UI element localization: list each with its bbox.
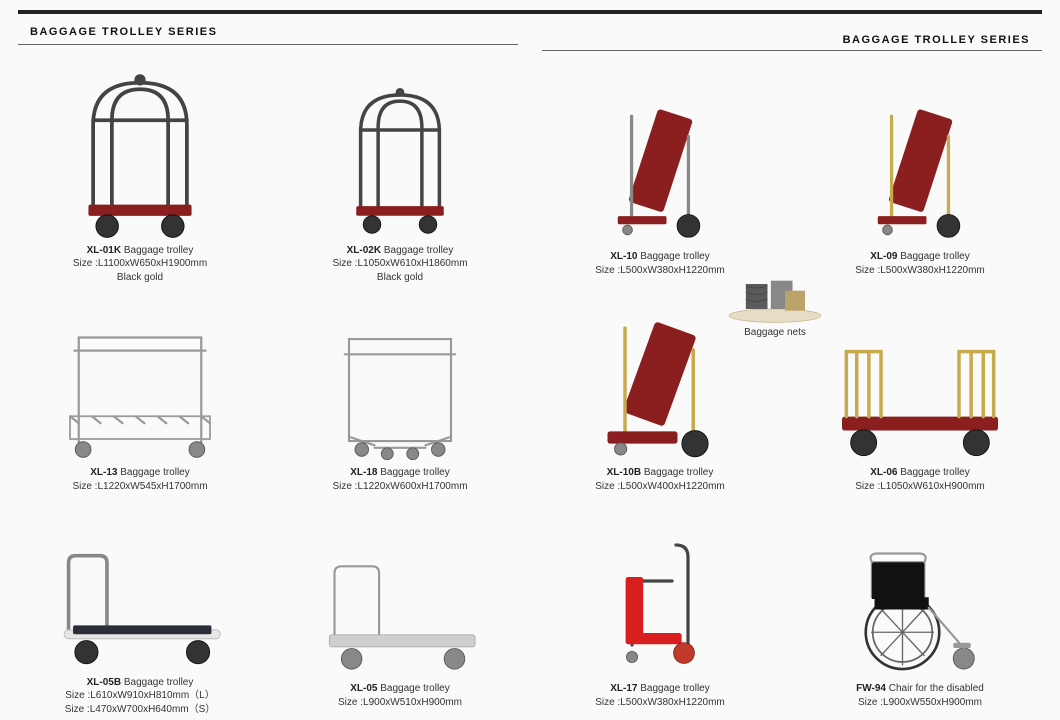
product-cell: XL-13 Baggage trolley Size :L1220xW545xH…: [30, 302, 250, 500]
top-rule: [18, 10, 1042, 14]
product-name: Baggage trolley: [124, 245, 194, 256]
product-image: [290, 518, 510, 676]
birdcage-trolley-icon: [65, 68, 215, 238]
accessory-block: Baggage nets: [700, 274, 850, 338]
inclined-trolley-gold-icon: [855, 94, 985, 244]
model-code: XL-02K: [347, 245, 381, 256]
product-caption: XL-09 Baggage trolley Size :L500xW380xH1…: [855, 250, 985, 284]
catalog-grid: XL-01K Baggage trolley Size :L1100xW650x…: [30, 60, 1030, 716]
product-size: Size :L1220xW600xH1700mm: [332, 481, 467, 492]
product-name: Baggage trolley: [380, 683, 450, 694]
model-code: XL-09: [870, 251, 897, 262]
product-image: [290, 60, 510, 238]
product-extra: Black gold: [117, 272, 163, 283]
flatbed-trolley-blue-icon: [45, 545, 235, 670]
product-name: Baggage trolley: [640, 251, 710, 262]
header-underline-right: [542, 50, 1042, 51]
platform-trolley-gold-icon: [820, 330, 1020, 460]
product-caption: XL-06 Baggage trolley Size :L1050xW610xH…: [855, 466, 985, 500]
product-extra: Black gold: [377, 272, 423, 283]
birdcage-trolley-icon: [330, 78, 470, 238]
product-size: Size :L1050xW610xH1860mm: [332, 258, 467, 269]
model-code: XL-17: [610, 683, 637, 694]
model-code: XL-10B: [607, 467, 641, 478]
header-right: BAGGAGE TROLLEY SERIES: [843, 34, 1030, 46]
product-size: Size :L500xW380xH1220mm: [855, 265, 985, 276]
accessory-label: Baggage nets: [700, 327, 850, 338]
product-extra: Size :L470xW700xH640mm（S）: [65, 704, 216, 715]
product-name: Baggage trolley: [900, 251, 970, 262]
product-caption: XL-02K Baggage trolley Size :L1050xW610x…: [332, 244, 467, 285]
product-cell: XL-10 Baggage trolley Size :L500xW380xH1…: [550, 60, 770, 284]
model-code: FW-94: [856, 683, 886, 694]
product-cell: FW-94 Chair for the disabled Size :L900x…: [810, 518, 1030, 716]
product-image: [290, 302, 510, 460]
product-caption: XL-05 Baggage trolley Size :L900xW510xH9…: [338, 682, 462, 716]
product-name: Baggage trolley: [640, 683, 710, 694]
model-code: XL-10: [610, 251, 637, 262]
product-name: Baggage trolley: [900, 467, 970, 478]
product-image: [30, 60, 250, 238]
product-cell: XL-09 Baggage trolley Size :L500xW380xH1…: [810, 60, 1030, 284]
product-cell: XL-05B Baggage trolley Size :L610xW910xH…: [30, 518, 250, 716]
product-cell: Baggage nets XL-10B Baggage trolley Size…: [550, 302, 770, 500]
product-caption: XL-05B Baggage trolley Size :L610xW910xH…: [65, 676, 216, 717]
product-name: Chair for the disabled: [889, 683, 984, 694]
product-size: Size :L1100xW650xH1900mm: [73, 258, 207, 269]
product-cell: XL-18 Baggage trolley Size :L1220xW600xH…: [290, 302, 510, 500]
product-cell: XL-01K Baggage trolley Size :L1100xW650x…: [30, 60, 250, 284]
flatbed-trolley-steel-icon: [308, 556, 493, 676]
product-caption: XL-18 Baggage trolley Size :L1220xW600xH…: [332, 466, 467, 500]
product-image: [550, 60, 770, 244]
product-caption: XL-10B Baggage trolley Size :L500xW400xH…: [595, 466, 725, 500]
chair-trolley-icon: [600, 526, 720, 676]
product-cell: XL-02K Baggage trolley Size :L1050xW610x…: [290, 60, 510, 284]
product-name: Baggage trolley: [120, 467, 190, 478]
product-name: Baggage trolley: [384, 245, 454, 256]
header-underline-left: [18, 44, 518, 45]
product-name: Baggage trolley: [124, 677, 194, 688]
model-code: XL-06: [870, 467, 897, 478]
rack-trolley-icon: [50, 320, 230, 460]
catalog-content: XL-01K Baggage trolley Size :L1100xW650x…: [30, 60, 1030, 716]
product-size: Size :L610xW910xH810mm（L）: [65, 690, 215, 701]
model-code: XL-01K: [87, 245, 121, 256]
baggage-nets-icon: [720, 274, 830, 324]
product-size: Size :L900xW510xH900mm: [338, 697, 462, 708]
header-left: BAGGAGE TROLLEY SERIES: [30, 26, 217, 38]
product-image: [30, 518, 250, 669]
garment-rack-icon: [315, 320, 485, 460]
product-caption: FW-94 Chair for the disabled Size :L900x…: [856, 682, 984, 716]
product-image: [810, 60, 1030, 244]
product-cell: XL-17 Baggage trolley Size :L500xW380xH1…: [550, 518, 770, 716]
wheelchair-icon: [840, 536, 1000, 676]
product-name: Baggage trolley: [644, 467, 714, 478]
product-size: Size :L900xW550xH900mm: [858, 697, 982, 708]
product-image: [30, 302, 250, 460]
product-caption: XL-13 Baggage trolley Size :L1220xW545xH…: [72, 466, 207, 500]
model-code: XL-13: [90, 467, 117, 478]
product-image: [550, 518, 770, 676]
product-image: [810, 518, 1030, 676]
model-code: XL-05: [350, 683, 377, 694]
product-caption: XL-17 Baggage trolley Size :L500xW380xH1…: [595, 682, 725, 716]
model-code: XL-05B: [87, 677, 121, 688]
product-size: Size :L1050xW610xH900mm: [855, 481, 985, 492]
product-name: Baggage trolley: [380, 467, 450, 478]
inclined-trolley-icon: [595, 94, 725, 244]
product-size: Size :L500xW400xH1220mm: [595, 481, 725, 492]
product-caption: XL-01K Baggage trolley Size :L1100xW650x…: [73, 244, 207, 285]
product-size: Size :L500xW380xH1220mm: [595, 697, 725, 708]
product-size: Size :L1220xW545xH1700mm: [72, 481, 207, 492]
model-code: XL-18: [350, 467, 377, 478]
product-cell: XL-05 Baggage trolley Size :L900xW510xH9…: [290, 518, 510, 716]
